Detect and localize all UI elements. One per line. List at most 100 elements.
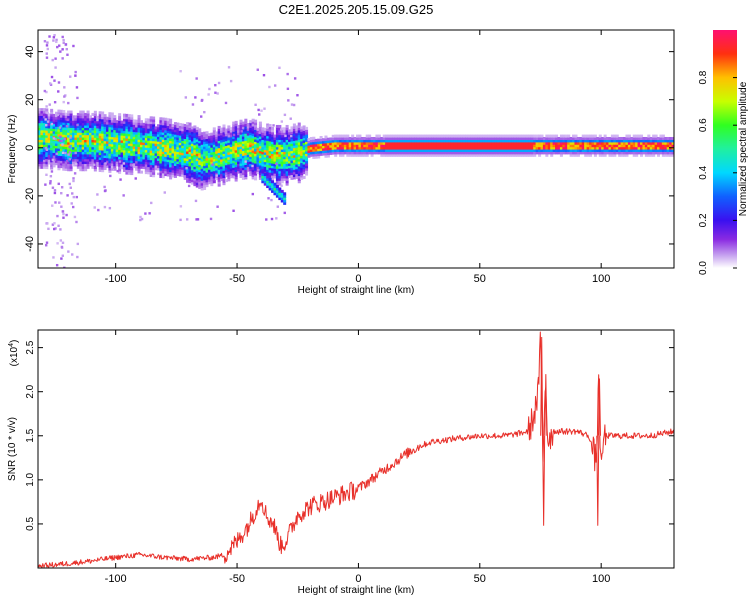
heatmap-cell [487,141,491,145]
heatmap-cell [336,141,340,145]
heatmap-cell [166,123,170,127]
heatmap-cell [205,160,209,164]
heatmap-cell [567,144,571,148]
heatmap-cell [239,153,243,157]
heatmap-cell [237,124,241,128]
heatmap-cell [496,149,500,153]
snr-y-tick-label: 2.0 [25,384,36,398]
snr-x-tick-label: -100 [105,573,127,585]
heatmap-cell [96,135,100,139]
colorbar-gradient [713,30,737,268]
heatmap-speck [270,217,274,221]
heatmap-cell [169,159,173,163]
heatmap-cell [389,146,394,150]
heatmap-cell [227,161,231,165]
heatmap-cell [525,134,529,138]
heatmap-cell [598,146,602,150]
heatmap-cell [47,161,51,165]
heatmap-cell [88,115,93,119]
heatmap-cell [256,132,260,136]
heatmap-cell [319,152,323,156]
heatmap-cell [586,144,590,148]
heatmap-cell [547,141,551,145]
heatmap-speck [194,96,197,99]
snr-series-line [38,331,674,568]
heatmap-cell [618,139,622,143]
heatmap-cell [186,122,190,126]
heatmap-cell [101,145,105,149]
heatmap-speck [72,179,75,183]
heatmap-cell [81,156,85,160]
heatmap-cell [69,144,73,148]
heatmap-cell [215,165,219,169]
heatmap-cell [244,154,248,158]
colorbar: 0.00.20.40.60.8 Normalized spectral ampl… [698,30,749,275]
heatmap-cell [47,125,51,129]
heatmap-cell [593,146,597,150]
heatmap-cell [173,141,177,145]
heatmap-cell [496,139,500,143]
heatmap-cell [220,156,224,160]
heatmap-cell [273,161,277,165]
heatmap-cell [652,141,656,145]
heatmap-cell [283,153,287,157]
heatmap-cell [193,147,197,151]
heatmap-cell [606,136,610,140]
heatmap-cell [234,159,238,163]
heatmap-cell [127,135,131,139]
heatmap-cell [176,165,180,169]
heatmap-cell [416,153,420,157]
heatmap-cell [562,149,566,153]
heatmap-cell [200,173,204,177]
heatmap-cell [266,169,270,173]
heatmap-cell [210,132,214,136]
heatmap-cell [445,134,449,138]
heatmap-cell [375,136,379,140]
heatmap-cell [64,160,68,164]
heatmap-cell [227,151,231,155]
heatmap-cell [528,136,532,140]
heatmap-cell [275,194,279,198]
heatmap-cell [372,139,377,143]
heatmap-cell [263,177,267,181]
heatmap-cell [275,173,279,177]
heatmap-cell [195,162,199,166]
heatmap-cell [239,158,243,162]
heatmap-cell [569,141,573,145]
heatmap-speck [280,128,283,131]
heatmap-cell [91,153,95,157]
heatmap-cell [533,151,537,155]
heatmap-cell [42,146,46,150]
heatmap-cell [220,170,224,174]
heatmap-cell [615,144,619,148]
heatmap-cell [40,163,44,167]
colorbar-tick-label: 0.6 [698,118,709,132]
heatmap-cell [203,184,207,188]
heatmap-speck [280,120,284,123]
heatmap-cell [232,174,236,178]
heatmap-cell [88,136,93,140]
heatmap-cell [489,149,493,153]
heatmap-cell [195,141,199,145]
heatmap-cell [64,119,68,123]
heatmap-cell [263,130,267,134]
heatmap-cell [426,146,430,150]
heatmap-cell [278,175,282,179]
heatmap-cell [220,149,224,153]
heatmap-cell [108,124,112,128]
heatmap-cell [404,144,408,148]
heatmap-cell [120,156,124,160]
heatmap-cell [511,146,515,150]
heatmap-cell [188,124,192,128]
heatmap-cell [535,136,539,140]
heatmap-cell [258,143,262,147]
heatmap-speck [69,136,72,139]
heatmap-cell [399,136,403,140]
heatmap-cell [540,146,544,150]
heatmap-cell [38,132,42,136]
heatmap-cell [96,147,100,151]
heatmap-cell [50,156,54,160]
heatmap-cell [195,184,199,188]
heatmap-cell [409,151,413,155]
heatmap-cell [353,146,357,150]
